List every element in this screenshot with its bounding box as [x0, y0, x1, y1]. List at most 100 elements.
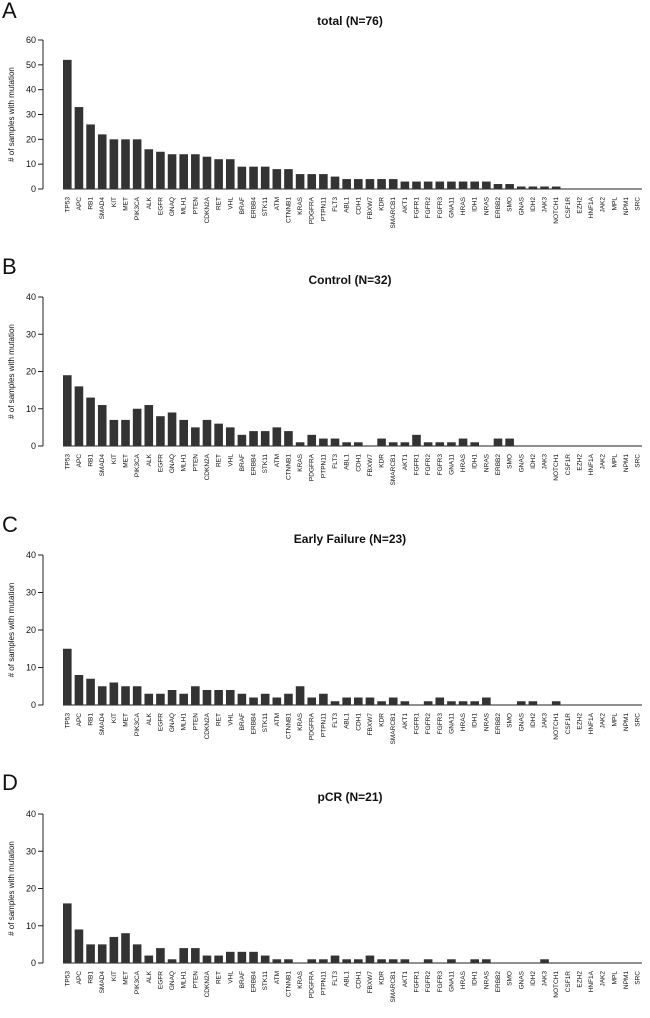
x-tick-label: KDR [379, 197, 386, 211]
x-tick-label: JAK2 [600, 713, 607, 729]
x-tick-label: SRC [635, 971, 642, 985]
x-tick-label: AKT1 [402, 197, 409, 214]
x-tick-label: GNA11 [448, 197, 455, 218]
y-tick-label: 60 [26, 35, 36, 45]
bar-stk11 [260, 693, 270, 705]
x-tick-label: ERBB4 [251, 197, 258, 219]
x-tick-label: SMARCB1 [390, 197, 397, 229]
bar-tp53 [63, 375, 72, 446]
x-tick-label: HRAS [460, 970, 467, 989]
bar-atm [272, 959, 282, 963]
x-tick-label: GNA11 [448, 971, 455, 992]
x-tick-label: ABL1 [344, 713, 351, 729]
x-tick-label: SRC [635, 454, 642, 468]
bar-fgfr3 [435, 697, 445, 705]
bar-cdh1 [354, 179, 363, 189]
x-tick-label: NOTCH1 [553, 971, 560, 998]
x-tick-label: IDH2 [530, 713, 537, 728]
x-tick-label: ABL1 [344, 971, 351, 987]
y-tick-label: 10 [26, 663, 36, 673]
bar-smo [505, 438, 514, 446]
x-tick-label: JAK2 [600, 971, 607, 987]
bar-kras [295, 686, 305, 705]
x-tick-label: FGFR3 [437, 971, 444, 993]
x-tick-label: FGFR2 [425, 971, 432, 993]
x-tick-label: TP53 [64, 197, 71, 213]
x-tick-label: ALK [146, 453, 153, 466]
x-tick-label: PTPN11 [320, 197, 327, 221]
x-tick-label: ATM [274, 197, 281, 210]
x-tick-label: KRAS [297, 196, 304, 214]
x-tick-label: HRAS [460, 712, 467, 731]
chart-title: pCR (N=21) [317, 790, 382, 804]
bar-nras [482, 697, 491, 705]
x-tick-label: FGFR1 [414, 454, 421, 476]
bar-smad4 [97, 686, 107, 705]
bar-apc [74, 929, 84, 963]
x-tick-label: CDH1 [355, 713, 362, 731]
bar-alk [144, 955, 154, 963]
bar-apc [74, 107, 84, 189]
bar-atm [272, 697, 282, 705]
x-tick-label: VHL [227, 454, 234, 467]
x-tick-label: FLT3 [332, 454, 339, 469]
bar-ret [214, 690, 223, 705]
y-tick-label: 20 [26, 367, 36, 377]
x-tick-label: KIT [111, 971, 118, 981]
bar-tp53 [63, 648, 72, 705]
bar-cdkn2a [202, 955, 212, 963]
bar-vhl [225, 951, 235, 963]
x-tick-label: NOTCH1 [553, 713, 560, 740]
panel-letter: B [2, 254, 17, 279]
x-tick-label: MPL [611, 971, 618, 985]
y-tick-label: 30 [26, 588, 36, 598]
bar-apc [74, 675, 84, 705]
x-tick-label: CSF1R [565, 713, 572, 735]
bar-gnas [516, 701, 526, 705]
bar-abl1 [342, 442, 351, 446]
bar-gna11 [447, 442, 456, 446]
bar-idh2 [528, 186, 538, 189]
x-tick-label: ERBB2 [495, 197, 502, 219]
chart-title: total (N=76) [317, 14, 383, 28]
x-tick-label: IDH1 [472, 713, 479, 728]
x-tick-label: RET [216, 197, 223, 210]
x-tick-label: FGFR2 [425, 197, 432, 219]
x-tick-label: IDH2 [530, 197, 537, 212]
x-tick-label: BRAF [239, 197, 246, 214]
x-tick-label: RB1 [88, 971, 95, 984]
bar-akt1 [400, 181, 410, 189]
x-tick-label: JAK3 [542, 197, 549, 213]
bar-erbb4 [249, 431, 258, 446]
x-tick-label: RB1 [88, 197, 95, 210]
x-tick-label: KRAS [297, 712, 304, 730]
bar-mlh1 [179, 948, 188, 963]
x-tick-label: APC [76, 454, 83, 468]
x-tick-label: CDKN2A [204, 453, 211, 480]
x-tick-label: FGFR1 [414, 197, 421, 219]
x-tick-label: GNAS [518, 196, 525, 215]
x-tick-label: FLT3 [332, 197, 339, 212]
x-tick-label: KRAS [297, 970, 304, 988]
x-tick-label: APC [76, 197, 83, 211]
y-tick-label: 30 [26, 110, 36, 120]
bar-braf [237, 434, 247, 446]
bar-alk [144, 405, 154, 446]
x-tick-label: PIK3CA [134, 712, 141, 736]
bar-smad4 [97, 944, 107, 963]
y-tick-label: 40 [26, 85, 36, 95]
chart-panel-b: B Control (N=32) 0 10 20 30 40 # of samples wit… [2, 254, 642, 485]
bar-kras [295, 174, 305, 189]
x-tick-label: PTPN11 [320, 713, 327, 737]
x-tick-label: NPM1 [623, 197, 630, 215]
bar-fbxw7 [365, 697, 375, 705]
x-tick-label: FGFR3 [437, 197, 444, 219]
bar-met [121, 933, 130, 963]
x-tick-label: STK11 [262, 713, 269, 733]
x-tick-label: PTEN [192, 971, 199, 989]
x-tick-label: CDKN2A [204, 712, 211, 739]
panel-letter: D [2, 770, 18, 795]
bar-gnaq [167, 690, 177, 705]
bar-akt1 [400, 442, 410, 446]
bar-ctnnb1 [284, 693, 293, 705]
